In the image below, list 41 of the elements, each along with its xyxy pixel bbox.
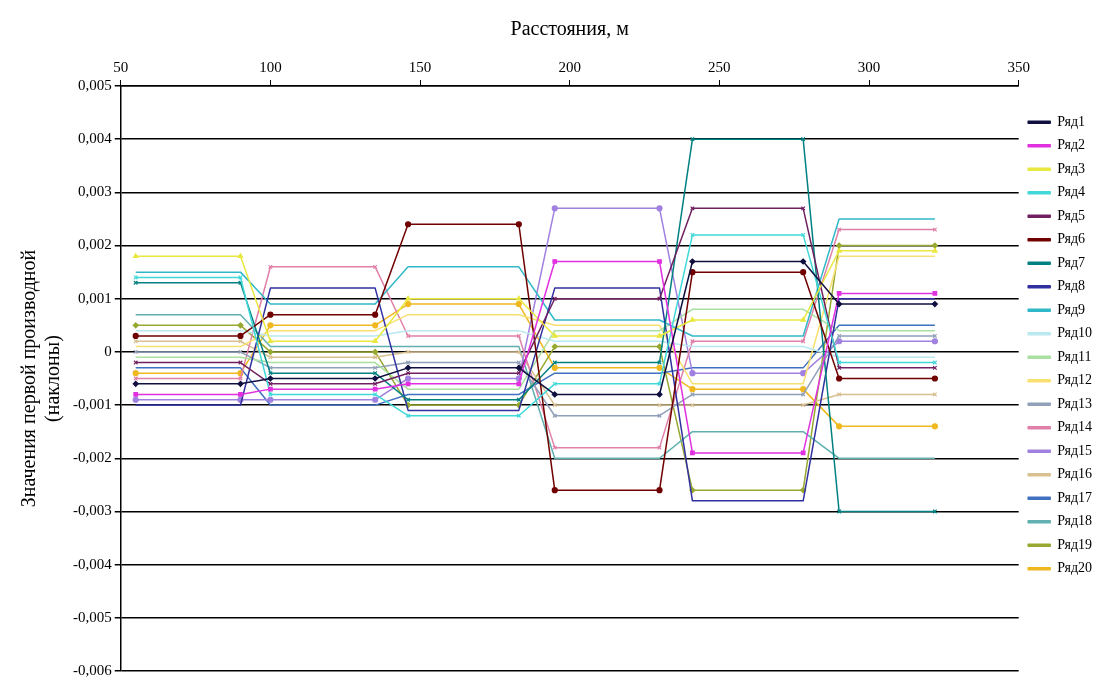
legend-label: Ряд11 (1057, 348, 1092, 364)
y-axis-title: Значения первой производной (наклоны) (17, 249, 65, 508)
legend-label: Ряд18 (1057, 513, 1093, 529)
y-tick-label: -0,005 (73, 608, 112, 625)
legend-label: Ряд16 (1057, 466, 1093, 482)
legend-label: Ряд5 (1057, 207, 1086, 223)
legend-label: Ряд17 (1057, 489, 1093, 505)
y-tick-label: -0,002 (73, 449, 112, 466)
legend-label: Ряд6 (1057, 231, 1086, 247)
legend-label: Ряд7 (1057, 254, 1086, 270)
y-tick-label: 0,003 (78, 183, 112, 200)
legend-label: Ряд4 (1057, 184, 1086, 200)
legend-label: Ряд8 (1057, 278, 1086, 294)
y-tick-label: -0,006 (73, 661, 113, 678)
x-tick-label: 250 (708, 58, 731, 75)
y-tick-label: 0 (104, 342, 112, 359)
legend-label: Ряд2 (1057, 137, 1086, 153)
y-tick-label: 0,002 (78, 236, 112, 253)
legend-label: Ряд3 (1057, 160, 1086, 176)
legend-label: Ряд14 (1057, 419, 1093, 435)
legend-label: Ряд20 (1057, 560, 1093, 576)
legend-label: Ряд12 (1057, 372, 1093, 388)
legend-label: Ряд10 (1057, 325, 1093, 341)
y-tick-label: -0,001 (73, 396, 112, 413)
legend-label: Ряд15 (1057, 442, 1093, 458)
y-tick-label: -0,003 (73, 502, 112, 519)
y-tick-label: 0,001 (78, 289, 112, 306)
y-tick-label: 0,004 (78, 130, 113, 147)
legend-label: Ряд1 (1057, 113, 1086, 129)
x-tick-label: 200 (558, 58, 581, 75)
x-tick-label: 300 (857, 58, 881, 75)
legend-label: Ряд13 (1057, 395, 1093, 411)
x-tick-label: 350 (1007, 58, 1030, 75)
y-tick-label: 0,005 (78, 76, 112, 93)
legend-label: Ряд19 (1057, 536, 1093, 552)
y-tick-label: -0,004 (73, 555, 113, 572)
x-tick-label: 100 (259, 58, 282, 75)
legend-label: Ряд9 (1057, 301, 1086, 317)
x-axis-title: Расстояния, м (510, 17, 630, 40)
x-tick-label: 50 (113, 58, 129, 75)
x-tick-label: 150 (408, 58, 432, 75)
